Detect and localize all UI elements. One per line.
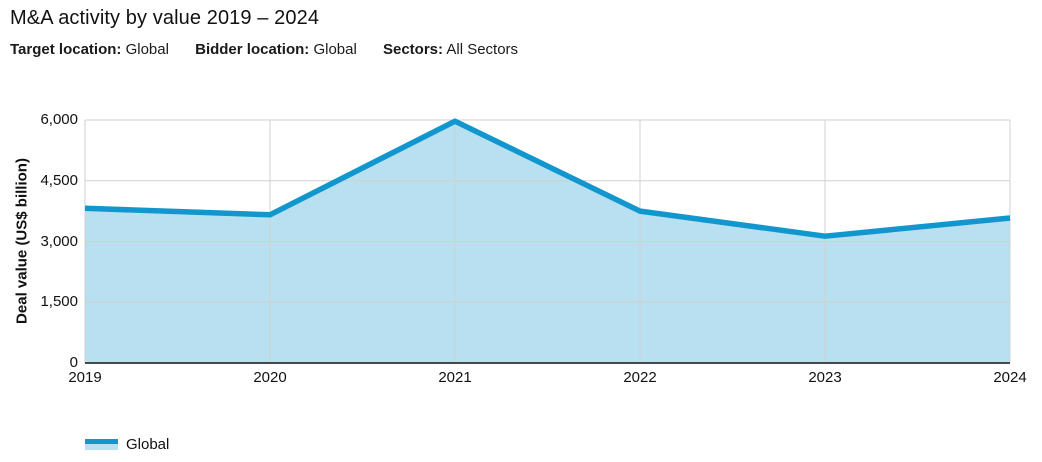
x-axis-tick-label: 2019 — [68, 369, 102, 386]
series-line-global — [84, 118, 1011, 239]
y-axis-tick-label: 3,000 — [40, 232, 78, 250]
y-axis-tick-label: 6,000 — [40, 111, 78, 128]
legend-swatch-global — [85, 439, 118, 450]
filter-sectors-label: Sectors: — [382, 41, 444, 58]
chart-legend: Global — [85, 436, 169, 453]
legend-swatch-fill — [85, 444, 118, 450]
x-axis-tick-label: 2023 — [808, 369, 842, 386]
y-axis-tick-label: 1,500 — [40, 293, 78, 311]
legend-swatch-line — [85, 439, 118, 444]
filter-bidder-location: Bidder location: Global — [195, 41, 361, 58]
x-axis-tick-label: 2022 — [623, 369, 657, 386]
chart-filters: Target location: Global Bidder location:… — [10, 41, 540, 58]
y-axis-tick-label: 4,500 — [40, 171, 78, 189]
filter-target-location: Target location: Global — [10, 41, 173, 58]
filter-sectors-value: All Sectors — [446, 41, 519, 58]
filter-sectors: Sectors: All Sectors — [383, 41, 518, 58]
filter-target-location-value: Global — [125, 41, 169, 58]
chart-title: M&A activity by value 2019 – 2024 — [10, 7, 320, 29]
x-axis-tick-label: 2021 — [438, 369, 472, 386]
x-axis-tick-label: 2020 — [253, 369, 287, 386]
x-axis-tick-label: 2024 — [993, 369, 1027, 386]
filter-bidder-location-label: Bidder location: — [195, 41, 310, 58]
area-chart-plot — [84, 118, 1011, 364]
y-axis-tick-label: 0 — [69, 354, 78, 371]
area-fill — [85, 121, 1010, 363]
filter-target-location-label: Target location: — [10, 41, 122, 58]
filter-bidder-location-value: Global — [313, 41, 357, 58]
legend-label-global: Global — [126, 436, 170, 453]
